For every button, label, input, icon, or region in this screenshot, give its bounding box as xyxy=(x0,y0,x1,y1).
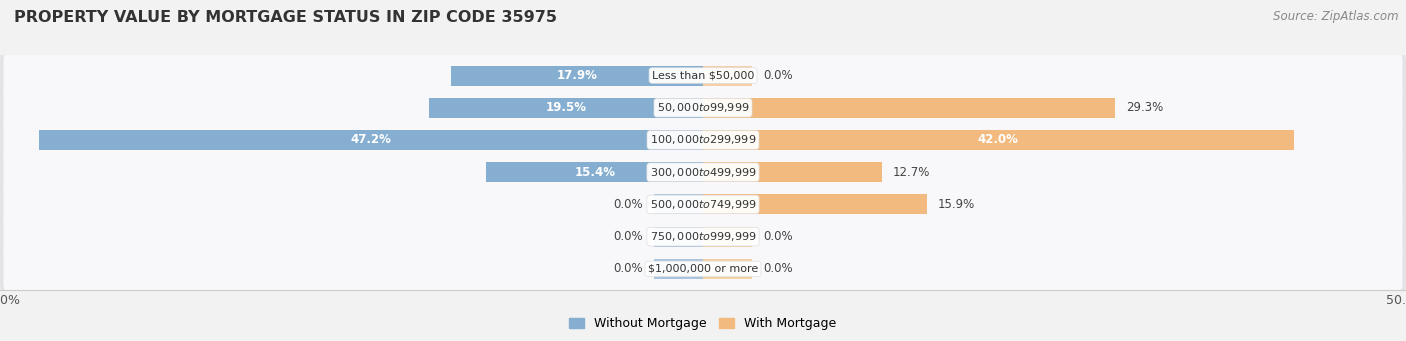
FancyBboxPatch shape xyxy=(3,214,1403,259)
Text: 0.0%: 0.0% xyxy=(613,263,643,276)
Bar xyxy=(451,65,703,86)
FancyBboxPatch shape xyxy=(3,150,1403,194)
Bar xyxy=(654,227,703,247)
FancyBboxPatch shape xyxy=(3,247,1403,291)
FancyBboxPatch shape xyxy=(0,83,1406,133)
Text: 0.0%: 0.0% xyxy=(613,198,643,211)
FancyBboxPatch shape xyxy=(3,53,1403,98)
FancyBboxPatch shape xyxy=(0,115,1406,165)
Text: 42.0%: 42.0% xyxy=(977,133,1019,147)
FancyBboxPatch shape xyxy=(0,212,1406,262)
Text: 0.0%: 0.0% xyxy=(763,69,793,82)
Text: 15.9%: 15.9% xyxy=(938,198,974,211)
Bar xyxy=(703,65,752,86)
Text: $50,000 to $99,999: $50,000 to $99,999 xyxy=(657,101,749,114)
Bar xyxy=(703,194,927,214)
Legend: Without Mortgage, With Mortgage: Without Mortgage, With Mortgage xyxy=(564,312,842,335)
Text: PROPERTY VALUE BY MORTGAGE STATUS IN ZIP CODE 35975: PROPERTY VALUE BY MORTGAGE STATUS IN ZIP… xyxy=(14,10,557,25)
Text: Less than $50,000: Less than $50,000 xyxy=(652,71,754,80)
Text: 29.3%: 29.3% xyxy=(1126,101,1163,114)
Text: 0.0%: 0.0% xyxy=(613,230,643,243)
FancyBboxPatch shape xyxy=(0,51,1406,100)
Text: $100,000 to $299,999: $100,000 to $299,999 xyxy=(650,133,756,147)
Bar xyxy=(654,259,703,279)
Bar xyxy=(703,227,752,247)
Bar xyxy=(703,259,752,279)
Text: $300,000 to $499,999: $300,000 to $499,999 xyxy=(650,166,756,179)
Text: 17.9%: 17.9% xyxy=(557,69,598,82)
FancyBboxPatch shape xyxy=(3,118,1403,162)
Bar xyxy=(703,162,882,182)
Text: 12.7%: 12.7% xyxy=(893,166,931,179)
FancyBboxPatch shape xyxy=(3,86,1403,130)
Text: Source: ZipAtlas.com: Source: ZipAtlas.com xyxy=(1274,10,1399,23)
Text: 47.2%: 47.2% xyxy=(350,133,392,147)
Bar xyxy=(703,98,1115,118)
Bar xyxy=(654,194,703,214)
FancyBboxPatch shape xyxy=(0,147,1406,197)
Bar xyxy=(486,162,703,182)
FancyBboxPatch shape xyxy=(0,244,1406,294)
Text: 15.4%: 15.4% xyxy=(574,166,616,179)
Bar xyxy=(39,130,703,150)
Text: 0.0%: 0.0% xyxy=(763,230,793,243)
Bar xyxy=(703,130,1294,150)
Text: $1,000,000 or more: $1,000,000 or more xyxy=(648,264,758,274)
FancyBboxPatch shape xyxy=(0,180,1406,229)
Text: 19.5%: 19.5% xyxy=(546,101,586,114)
Text: $500,000 to $749,999: $500,000 to $749,999 xyxy=(650,198,756,211)
FancyBboxPatch shape xyxy=(3,182,1403,227)
Bar xyxy=(429,98,703,118)
Text: $750,000 to $999,999: $750,000 to $999,999 xyxy=(650,230,756,243)
Text: 0.0%: 0.0% xyxy=(763,263,793,276)
